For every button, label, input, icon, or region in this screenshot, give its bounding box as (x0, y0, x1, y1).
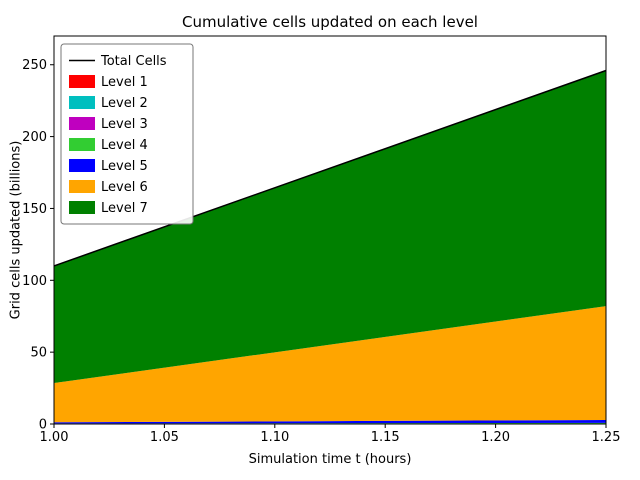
legend-item: Level 7 (69, 201, 148, 216)
x-tick-label: 1.05 (150, 430, 179, 445)
x-tick-label: 1.20 (481, 430, 510, 445)
legend-patch-swatch (69, 96, 95, 109)
legend-patch-swatch (69, 75, 95, 88)
legend-item: Level 3 (69, 117, 148, 132)
y-tick-label: 50 (30, 346, 47, 361)
legend-label: Total Cells (100, 54, 167, 69)
y-tick-label: 100 (22, 274, 47, 289)
y-axis-label: Grid cells updated (billions) (8, 140, 24, 320)
legend-box (60, 43, 194, 225)
legend-patch-swatch (69, 138, 95, 151)
legend-label: Level 5 (101, 159, 148, 174)
legend-label: Level 7 (101, 201, 148, 216)
x-axis-label: Simulation time t (hours) (248, 452, 412, 467)
area-level-5 (54, 419, 606, 424)
legend-item: Level 4 (69, 138, 148, 153)
area-level-6 (54, 306, 606, 423)
x-tick-label: 1.25 (592, 430, 621, 445)
legend-label: Level 2 (101, 96, 148, 111)
legend-patch-swatch (69, 159, 95, 172)
legend-label: Level 3 (101, 117, 148, 132)
y-tick-label: 250 (22, 58, 47, 73)
x-tick-label: 1.00 (40, 430, 69, 445)
legend-item: Level 1 (69, 75, 148, 90)
y-tick-label: 150 (22, 202, 47, 217)
legend-item: Level 6 (69, 180, 148, 195)
legend-patch-swatch (69, 117, 95, 130)
legend-patch-swatch (69, 180, 95, 193)
y-tick-label: 0 (39, 418, 47, 433)
x-tick-label: 1.15 (371, 430, 400, 445)
axes-frame (53, 35, 607, 425)
legend-item: Level 5 (69, 159, 148, 174)
legend: Total Cells Level 1 Level 2 Level 3 Level 4 L… (60, 43, 194, 225)
chart-title: Cumulative cells updated on each level (182, 13, 478, 31)
legend-label: Level 1 (101, 75, 148, 90)
total-cells-line (53, 69, 607, 267)
legend-patch-swatch (69, 201, 95, 214)
legend-label: Level 6 (101, 180, 148, 195)
area-level-7 (54, 70, 606, 384)
y-tick-label: 200 (22, 130, 47, 145)
legend-label: Level 4 (101, 138, 148, 153)
x-tick-label: 1.10 (260, 430, 289, 445)
legend-item: Total Cells (69, 54, 167, 69)
legend-item: Level 2 (69, 96, 148, 111)
